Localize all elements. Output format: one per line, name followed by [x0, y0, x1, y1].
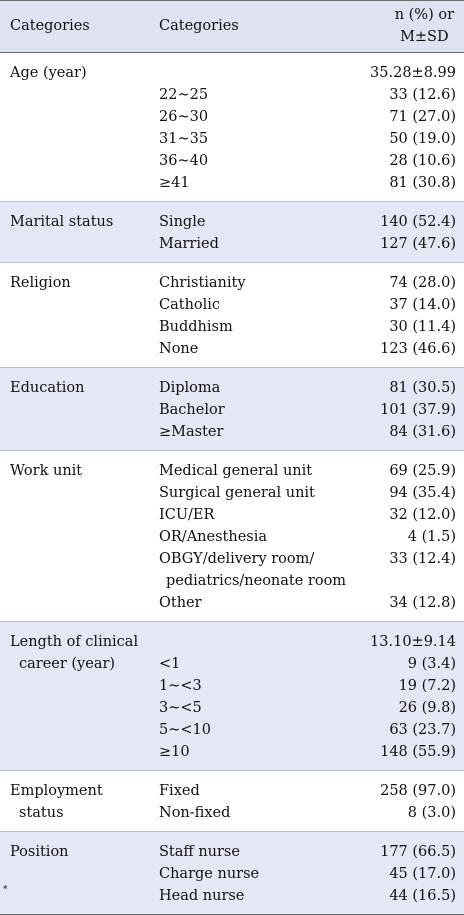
row-category: Head nurse [159, 888, 245, 904]
row-value: 258 (97.0) [380, 783, 456, 799]
row-value: 33 (12.4) [389, 551, 456, 567]
row-value: 34 (12.8) [389, 595, 456, 611]
row-value: 101 (37.9) [380, 402, 456, 418]
row-value: 74 (28.0) [389, 275, 456, 291]
group-label: Religion [10, 275, 71, 291]
row-value: 28 (10.6) [389, 153, 456, 169]
row-category: Fixed [159, 783, 200, 799]
row-category: 3~<5 [159, 700, 202, 716]
row-category: ≥10 [159, 744, 190, 760]
table-body: Age (year) 35.28±8.99 22~25 33 (12.6) 26~30 7… [0, 53, 464, 915]
row-value: 44 (16.5) [389, 888, 456, 904]
row-category: Non-fixed [159, 805, 231, 821]
row-category: Charge nurse [159, 866, 260, 882]
header-col3-line2: M±SD [400, 29, 449, 45]
group-label: career (year) [19, 656, 116, 672]
header-col3: n (%) or M±SD [395, 4, 454, 48]
group-label: Employment [10, 783, 103, 799]
table-group: Age (year) 35.28±8.99 22~25 33 (12.6) 26~30 7… [0, 53, 464, 202]
row-value: 35.28±8.99 [370, 65, 456, 81]
row-value: 13.10±9.14 [370, 634, 456, 650]
row-category: ≥Master [159, 424, 224, 440]
row-category: 36~40 [159, 153, 209, 169]
header-col1: Categories [10, 18, 90, 34]
row-value: 148 (55.9) [380, 744, 456, 760]
row-value: 127 (47.6) [380, 236, 456, 252]
table-group: Education Diploma 81 (30.5) Bachelor 101 (37… [0, 368, 464, 451]
row-value: 45 (17.0) [389, 866, 456, 882]
row-category: Bachelor [159, 402, 225, 418]
table-group: Marital status Single 140 (52.4) Married 127… [0, 202, 464, 263]
group-label: Age (year) [10, 65, 87, 81]
row-category: pediatrics/neonate room [166, 573, 347, 589]
row-category: 31~35 [159, 131, 209, 147]
row-value: 37 (14.0) [389, 297, 456, 313]
row-category: None [159, 341, 199, 357]
row-value: 69 (25.9) [389, 463, 456, 479]
row-category: Married [159, 236, 219, 252]
row-value: 30 (11.4) [389, 319, 456, 335]
row-category: Single [159, 214, 206, 230]
group-label: Work unit [10, 463, 83, 479]
table-header: Categories Categories n (%) or M±SD [0, 0, 464, 53]
row-value: 63 (23.7) [389, 722, 456, 738]
table-group: Employment status Fixed 258 (97.0) Non-fixed… [0, 771, 464, 832]
table-group: Religion Christianity 74 (28.0) Catholic 37 … [0, 263, 464, 368]
row-value: 8 (3.0) [407, 805, 456, 821]
row-category: ≥41 [159, 175, 190, 191]
row-category: Diploma [159, 380, 221, 396]
row-value: 4 (1.5) [407, 529, 456, 545]
row-category: 26~30 [159, 109, 209, 125]
row-value: 9 (3.4) [407, 656, 456, 672]
row-category: Buddhism [159, 319, 233, 335]
group-label: Marital status [10, 214, 114, 230]
header-col2: Categories [159, 18, 239, 34]
row-category: Catholic [159, 297, 221, 313]
header-col3-line1: n (%) or [394, 7, 454, 23]
row-category: ICU/ER [159, 507, 215, 523]
row-category: Surgical general unit [159, 485, 315, 501]
row-value: 84 (31.6) [389, 424, 456, 440]
row-value: 177 (66.5) [380, 844, 456, 860]
table-group: Length of clinical career (year) 13.10±9.1… [0, 622, 464, 771]
footnote-mark: * [3, 885, 8, 895]
group-label: Education [10, 380, 85, 396]
row-category: 22~25 [159, 87, 209, 103]
row-value: 140 (52.4) [380, 214, 456, 230]
row-value: 81 (30.5) [389, 380, 456, 396]
group-label: Position [10, 844, 69, 860]
row-category: Medical general unit [159, 463, 313, 479]
group-label: Length of clinical [10, 634, 139, 650]
row-value: 26 (9.8) [398, 700, 456, 716]
group-label: status [19, 805, 64, 821]
row-category: 5~<10 [159, 722, 211, 738]
row-category: OBGY/delivery room/ [159, 551, 315, 567]
row-category: OR/Anesthesia [159, 529, 267, 545]
row-value: 94 (35.4) [389, 485, 456, 501]
row-value: 71 (27.0) [389, 109, 456, 125]
row-value: 33 (12.6) [389, 87, 456, 103]
row-value: 50 (19.0) [389, 131, 456, 147]
table-group: Position Staff nurse 177 (66.5) Charge nurs… [0, 832, 464, 915]
row-value: 19 (7.2) [398, 678, 456, 694]
table-group: Work unit Medical general unit 69 (25.9) Su… [0, 451, 464, 622]
row-value: 123 (46.6) [380, 341, 456, 357]
row-value: 81 (30.8) [389, 175, 456, 191]
row-category: <1 [159, 656, 181, 672]
row-category: Christianity [159, 275, 246, 291]
row-category: 1~<3 [159, 678, 202, 694]
row-category: Other [159, 595, 202, 611]
row-value: 32 (12.0) [389, 507, 456, 523]
row-category: Staff nurse [159, 844, 240, 860]
